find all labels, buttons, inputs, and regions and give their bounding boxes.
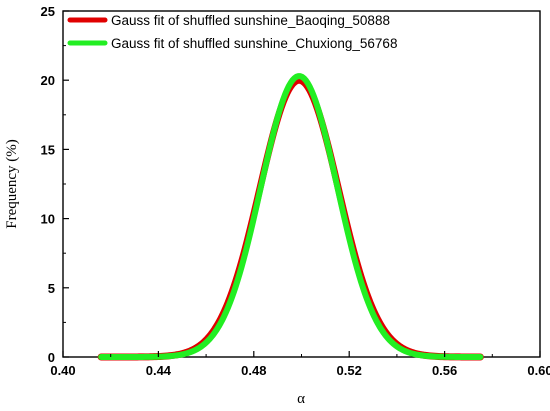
legend: Gauss fit of shuffled sunshine_Baoqing_5… [67, 13, 397, 51]
axis-ticks: 0.40 0.44 0.48 0.52 0.56 0.60 0 5 10 15 20 25 [41, 4, 550, 378]
y-tick-label: 10 [41, 212, 55, 227]
x-axis-title: α [297, 391, 305, 407]
x-tick-label: 0.40 [50, 363, 75, 378]
y-axis-title: Frequency (%) [4, 139, 20, 229]
x-tick-label: 0.60 [527, 363, 550, 378]
x-tick-label: 0.44 [146, 363, 172, 378]
y-tick-label: 0 [48, 350, 55, 365]
x-tick-label: 0.52 [337, 363, 362, 378]
legend-label-chuxiong: Gauss fit of shuffled sunshine_Chuxiong_… [111, 36, 397, 51]
y-tick-label: 15 [41, 142, 55, 157]
x-tick-label: 0.56 [432, 363, 457, 378]
y-tick-label: 25 [41, 4, 55, 19]
series-line-baoqing [97, 76, 484, 361]
y-tick-label: 5 [48, 281, 55, 296]
series-curves [97, 73, 484, 361]
series-line-chuxiong [98, 73, 484, 360]
legend-label-baoqing: Gauss fit of shuffled sunshine_Baoqing_5… [111, 13, 390, 28]
x-tick-label: 0.48 [241, 363, 266, 378]
y-tick-label: 20 [41, 73, 55, 88]
plot-frame [62, 10, 541, 358]
